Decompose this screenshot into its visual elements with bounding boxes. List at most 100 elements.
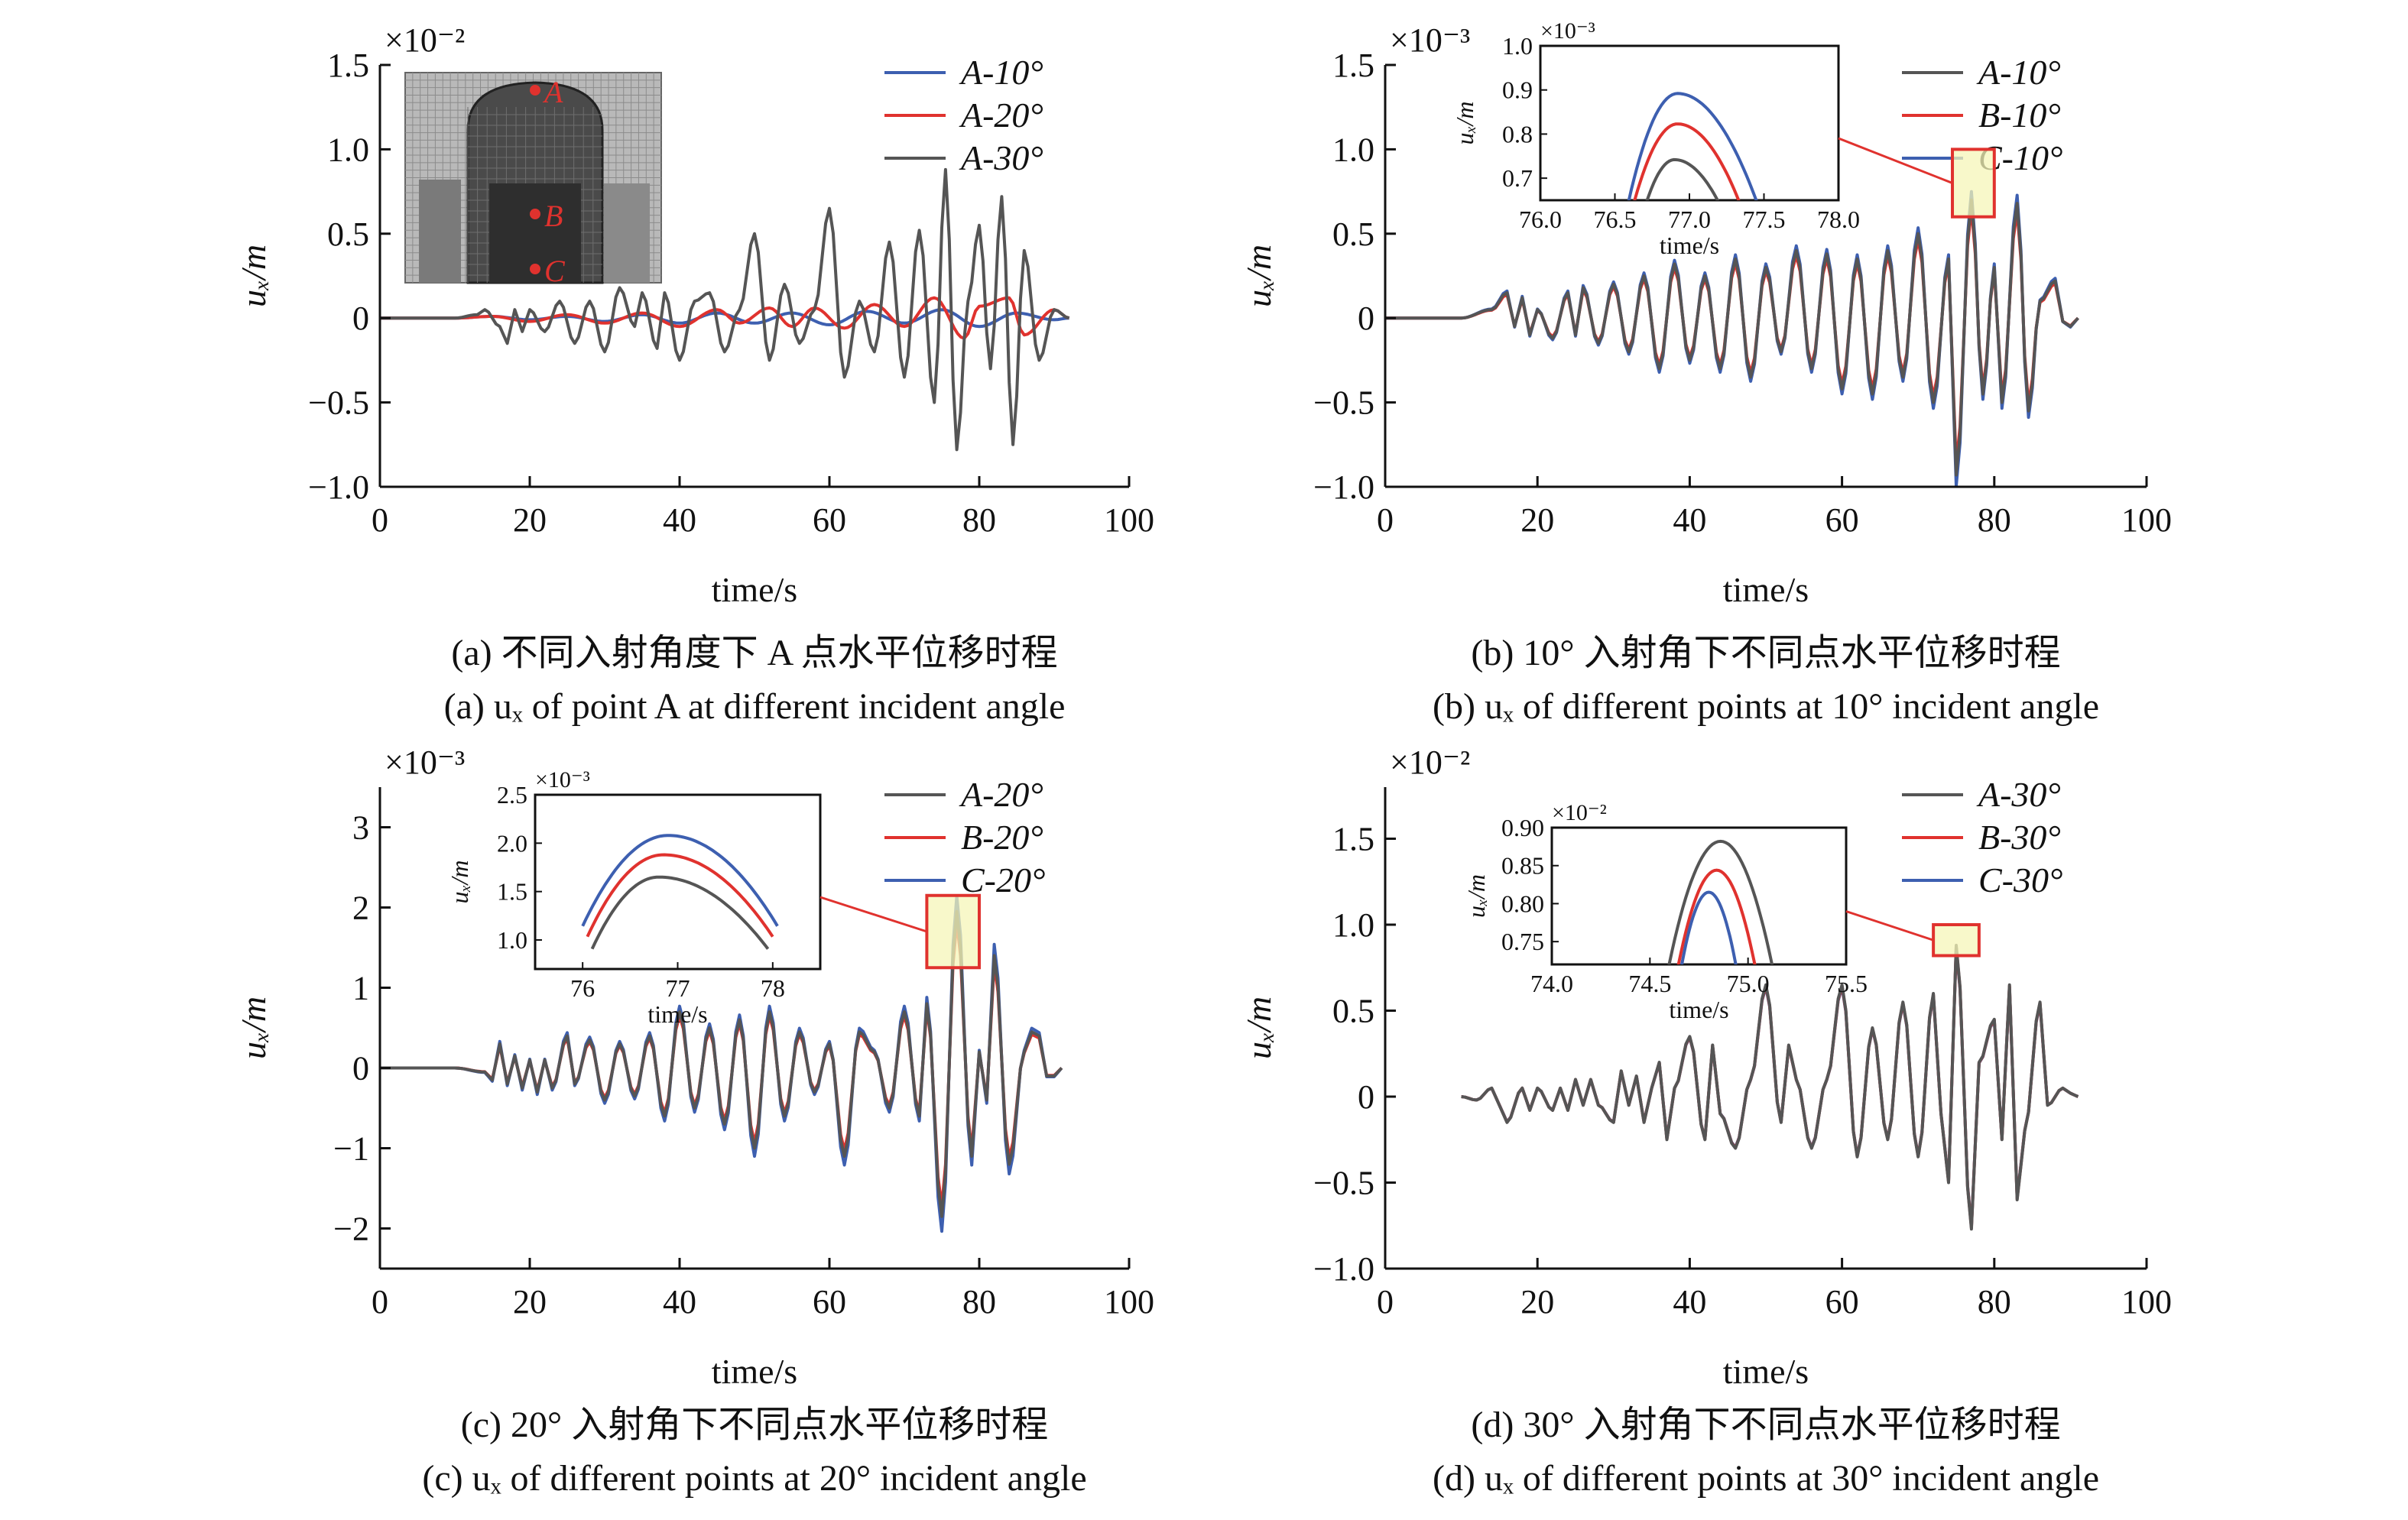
- inset-frame: [1550, 826, 1848, 966]
- zoom-highlight-box: [1951, 147, 1996, 219]
- zoom-highlight-box: [1932, 923, 1981, 958]
- chart-panel-d: 0 20 40 60 80 100 −1.0 −0.5 0 0.5 1.0 1.5 time/s uₓ/m…: [1239, 744, 2172, 1499]
- x-tick-label: 20: [513, 501, 547, 539]
- axis-scale-label: ×10⁻³: [1390, 21, 1470, 59]
- y-tick-label: 0.5: [1332, 216, 1374, 253]
- inset-y-tick-label: 0.9: [1502, 76, 1533, 104]
- y-tick-label: −1: [333, 1130, 369, 1168]
- caption-chinese: (a) 不同入射角度下 A 点水平位移时程: [451, 633, 1057, 673]
- y-tick-label: −2: [333, 1210, 369, 1248]
- point-marker-label: B: [544, 199, 563, 233]
- x-tick-label: 20: [1520, 1283, 1554, 1321]
- y-tick-label: −1.0: [1313, 1250, 1374, 1288]
- legend-entry: C-20°: [961, 860, 1045, 899]
- y-tick-label: 1: [352, 970, 369, 1007]
- inset-curve: [1680, 890, 1738, 964]
- y-axis-title: uₓ/m: [234, 997, 273, 1059]
- x-tick-label: 0: [372, 1283, 388, 1321]
- point-marker: [530, 209, 540, 219]
- zoom-connector: [1845, 910, 1934, 941]
- y-tick-label: 1.5: [1332, 821, 1374, 858]
- inset-y-tick-label: 2.5: [497, 781, 527, 809]
- legend-entry: A-20°: [959, 775, 1043, 814]
- y-tick-label: 0.5: [327, 216, 369, 253]
- mesh-inset-image: A BC: [404, 72, 662, 288]
- y-tick-label: 1.0: [327, 131, 369, 168]
- inset-frame: [1539, 44, 1840, 202]
- y-axis-title: uₓ/m: [1239, 997, 1278, 1059]
- inset-y-tick-label: 0.8: [1502, 120, 1533, 147]
- x-tick-label: 40: [663, 501, 696, 539]
- inset-curve: [590, 875, 770, 950]
- inset-y-tick-label: 0.7: [1502, 164, 1533, 192]
- x-tick-label: 0: [1377, 501, 1394, 539]
- inset-y-title: uₓ/m: [446, 860, 473, 903]
- y-tick-label: 0.5: [1332, 993, 1374, 1030]
- y-tick-label: −0.5: [308, 384, 369, 422]
- inset-x-tick-label: 76.0: [1519, 206, 1562, 233]
- y-tick-label: 0: [352, 300, 369, 337]
- inset-x-tick-label: 77.0: [1668, 206, 1711, 233]
- caption-chinese: (b) 10° 入射角下不同点水平位移时程: [1471, 633, 2060, 673]
- y-tick-label: −0.5: [1313, 384, 1374, 422]
- inset-x-tick-label: 74.5: [1628, 970, 1671, 997]
- caption-english: (d) uₓ of different points at 30° incide…: [1433, 1458, 2099, 1499]
- caption-chinese: (c) 20° 入射角下不同点水平位移时程: [461, 1405, 1048, 1445]
- inset-scale-label: ×10⁻²: [1552, 800, 1607, 825]
- legend-entry: A-10°: [959, 53, 1043, 92]
- inset-curve: [1645, 157, 1720, 200]
- inset-curve: [1667, 839, 1774, 964]
- series-group: [380, 167, 1070, 452]
- y-tick-label: −1.0: [1313, 468, 1374, 506]
- legend: A-20° B-20°C-20°: [884, 775, 1045, 899]
- x-tick-label: 80: [962, 501, 996, 539]
- panels: 0 20 40 60 80 100−1.0−0.500.51.01.5time/suₓ/m…: [234, 18, 2172, 1499]
- inset-x-tick-label: 75.5: [1825, 970, 1868, 997]
- inset-y-tick-label: 0.75: [1501, 928, 1544, 955]
- legend-entry: C-30°: [1978, 860, 2062, 899]
- inset-curve: [1633, 122, 1741, 200]
- inset-curve: [1676, 868, 1757, 964]
- inset-curve: [581, 834, 779, 927]
- x-tick-label: 60: [813, 1283, 846, 1321]
- series-group: [380, 894, 1063, 1233]
- x-tick-label: 40: [1673, 1283, 1706, 1321]
- inset-scale-label: ×10⁻³: [535, 767, 590, 792]
- x-tick-label: 80: [962, 1283, 996, 1321]
- caption-chinese: (d) 30° 入射角下不同点水平位移时程: [1471, 1405, 2060, 1445]
- point-marker: [530, 85, 540, 96]
- legend-entry: B-10°: [1978, 96, 2061, 134]
- x-axis-title: time/s: [1723, 1352, 1809, 1391]
- inset-y-title: uₓ/m: [1462, 874, 1490, 918]
- y-tick-label: 3: [352, 809, 369, 847]
- inset-x-tick-label: 76.5: [1594, 206, 1637, 233]
- x-axis-title: time/s: [712, 570, 797, 609]
- x-tick-label: 0: [1377, 1283, 1394, 1321]
- inset-x-title: time/s: [647, 1000, 707, 1028]
- legend-entry: A-10°: [1976, 53, 2061, 92]
- x-tick-label: 60: [1825, 1283, 1859, 1321]
- x-tick-label: 60: [813, 501, 846, 539]
- inset-frame: [534, 793, 822, 971]
- inset-x-tick-label: 76: [570, 974, 595, 1002]
- zoom-connector: [819, 896, 927, 933]
- inset-curve: [1627, 92, 1758, 200]
- series-line-a30: [1461, 944, 2079, 1231]
- y-tick-label: 0: [352, 1050, 369, 1087]
- series-line-a20: [380, 909, 1063, 1218]
- zoom-connector: [1838, 137, 1953, 184]
- axis-scale-label: ×10⁻³: [385, 744, 465, 781]
- axis-scale-label: ×10⁻²: [385, 21, 465, 59]
- point-marker-label: A: [542, 75, 563, 109]
- inset-x-title: time/s: [1669, 996, 1728, 1023]
- x-axis-title: time/s: [1723, 570, 1809, 609]
- inset-y-tick-label: 1.0: [1502, 32, 1533, 60]
- x-tick-label: 100: [1104, 1283, 1154, 1321]
- series-line-a10: [1385, 198, 2079, 477]
- x-tick-label: 20: [1520, 501, 1554, 539]
- series-group: [1461, 944, 2079, 1231]
- inset-y-tick-label: 1.5: [497, 878, 527, 906]
- legend-entry: A-30°: [959, 138, 1043, 177]
